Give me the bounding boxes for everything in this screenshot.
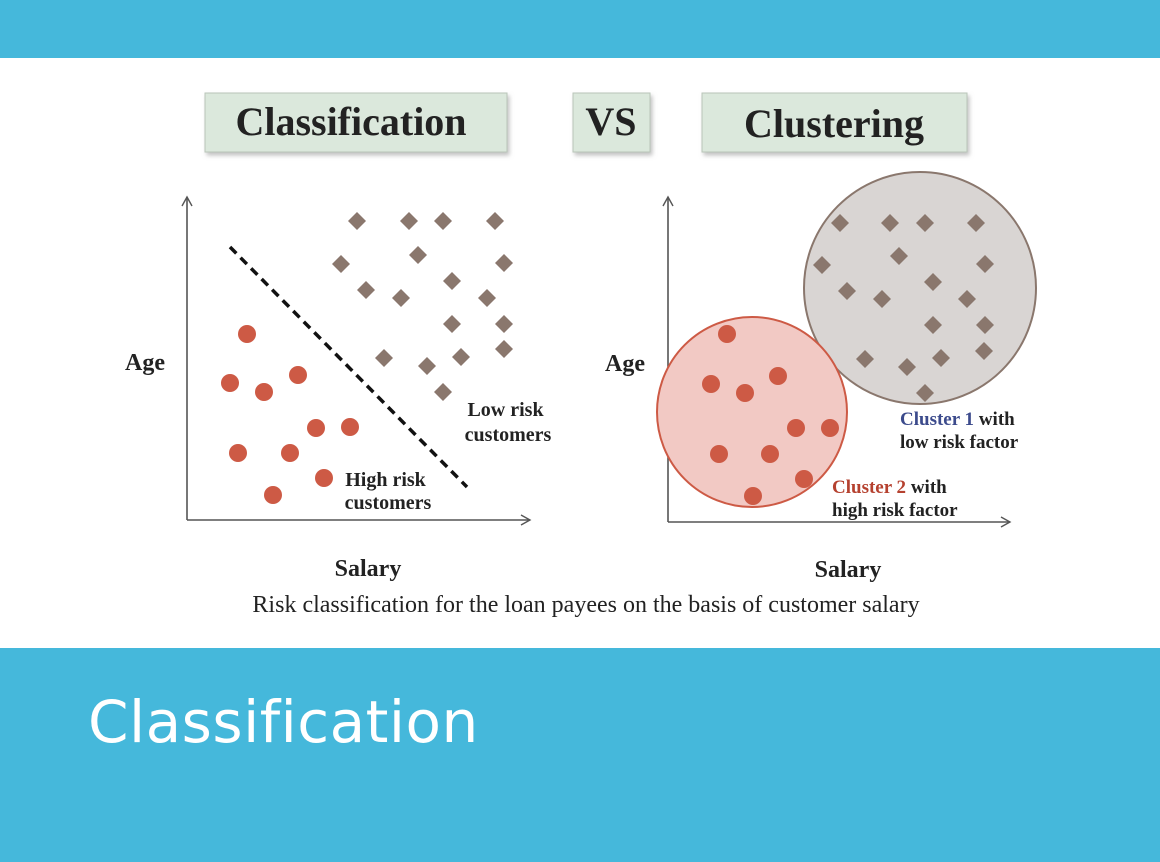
svg-text:VS: VS <box>585 99 636 144</box>
slide-title: Classification <box>88 688 479 756</box>
high-risk-point <box>289 366 307 384</box>
low-risk-point <box>375 349 393 367</box>
cluster-1-point <box>916 384 934 402</box>
high-risk-point <box>341 418 359 436</box>
cluster-1-point <box>924 273 942 291</box>
low-risk-point <box>495 315 513 333</box>
low-risk-point <box>392 289 410 307</box>
low-risk-point <box>434 212 452 230</box>
cluster-1-point <box>813 256 831 274</box>
low-risk-point <box>452 348 470 366</box>
clustering-header: Clustering <box>701 92 968 153</box>
cluster-2-point <box>736 384 754 402</box>
cluster-1-point <box>831 214 849 232</box>
low-risk-point <box>443 272 461 290</box>
cluster-2-point <box>769 367 787 385</box>
svg-text:Classification: Classification <box>235 99 466 144</box>
cluster-2-point <box>718 325 736 343</box>
cluster-2-point <box>821 419 839 437</box>
cluster-1-point <box>916 214 934 232</box>
top-banner <box>0 0 1160 58</box>
high-risk-points <box>221 325 359 504</box>
cluster-1-point <box>967 214 985 232</box>
figure-caption: Risk classification for the loan payees … <box>252 592 919 618</box>
cluster-2-point <box>787 419 805 437</box>
cluster-1-point <box>838 282 856 300</box>
low-risk-point <box>332 255 350 273</box>
high-risk-point <box>315 469 333 487</box>
low-risk-point <box>348 212 366 230</box>
low-risk-point <box>495 254 513 272</box>
cluster-2-point <box>702 375 720 393</box>
low-risk-point <box>400 212 418 230</box>
low-risk-label: Low risk customers <box>465 399 552 446</box>
cluster-1-point <box>924 316 942 334</box>
cluster-1-point <box>890 247 908 265</box>
clustering-y-label: Age <box>605 351 645 377</box>
cluster-1-point <box>856 350 874 368</box>
cluster-2-points <box>702 325 839 505</box>
cluster-1-point <box>976 255 994 273</box>
low-risk-point <box>486 212 504 230</box>
cluster-1-circle <box>803 171 1037 405</box>
cluster-1-point <box>898 358 916 376</box>
low-risk-point <box>357 281 375 299</box>
cluster-1-point <box>932 349 950 367</box>
low-risk-points <box>332 212 513 401</box>
cluster-2-label: Cluster 2 with high risk factor <box>832 477 958 521</box>
high-risk-point <box>221 374 239 392</box>
cluster-1-point <box>958 290 976 308</box>
cluster-1-points <box>813 214 994 402</box>
low-risk-point <box>443 315 461 333</box>
low-risk-point <box>495 340 513 358</box>
cluster-2-point <box>744 487 762 505</box>
low-risk-point <box>434 383 452 401</box>
svg-text:Clustering: Clustering <box>744 101 924 146</box>
figure-canvas: Classification VS Clustering Age Salary <box>125 92 1037 618</box>
cluster-2-point <box>795 470 813 488</box>
clustering-x-label: Salary <box>815 557 882 583</box>
low-risk-point <box>409 246 427 264</box>
cluster-1-label: Cluster 1 with low risk factor <box>900 409 1019 453</box>
bottom-banner <box>0 648 1160 862</box>
cluster-1-point <box>873 290 891 308</box>
cluster-1-point <box>975 342 993 360</box>
high-risk-label: High risk customers <box>345 469 432 514</box>
classification-header: Classification <box>204 92 508 153</box>
clustering-panel: Age Salary <box>605 171 1037 583</box>
high-risk-point <box>238 325 256 343</box>
high-risk-point <box>229 444 247 462</box>
comparison-figure: Classification VS Clustering Age Salary <box>0 58 1160 648</box>
classification-y-label: Age <box>125 350 165 376</box>
high-risk-point <box>264 486 282 504</box>
low-risk-point <box>418 357 436 375</box>
cluster-1-point <box>976 316 994 334</box>
cluster-2-point <box>710 445 728 463</box>
low-risk-point <box>478 289 496 307</box>
classification-panel: Age Salary <box>125 195 552 582</box>
high-risk-point <box>281 444 299 462</box>
high-risk-point <box>255 383 273 401</box>
cluster-2-point <box>761 445 779 463</box>
decision-boundary <box>228 245 469 489</box>
vs-header: VS <box>572 92 651 153</box>
high-risk-point <box>307 419 325 437</box>
cluster-1-point <box>881 214 899 232</box>
cluster-2-circle <box>656 316 848 508</box>
classification-x-label: Salary <box>335 556 402 582</box>
